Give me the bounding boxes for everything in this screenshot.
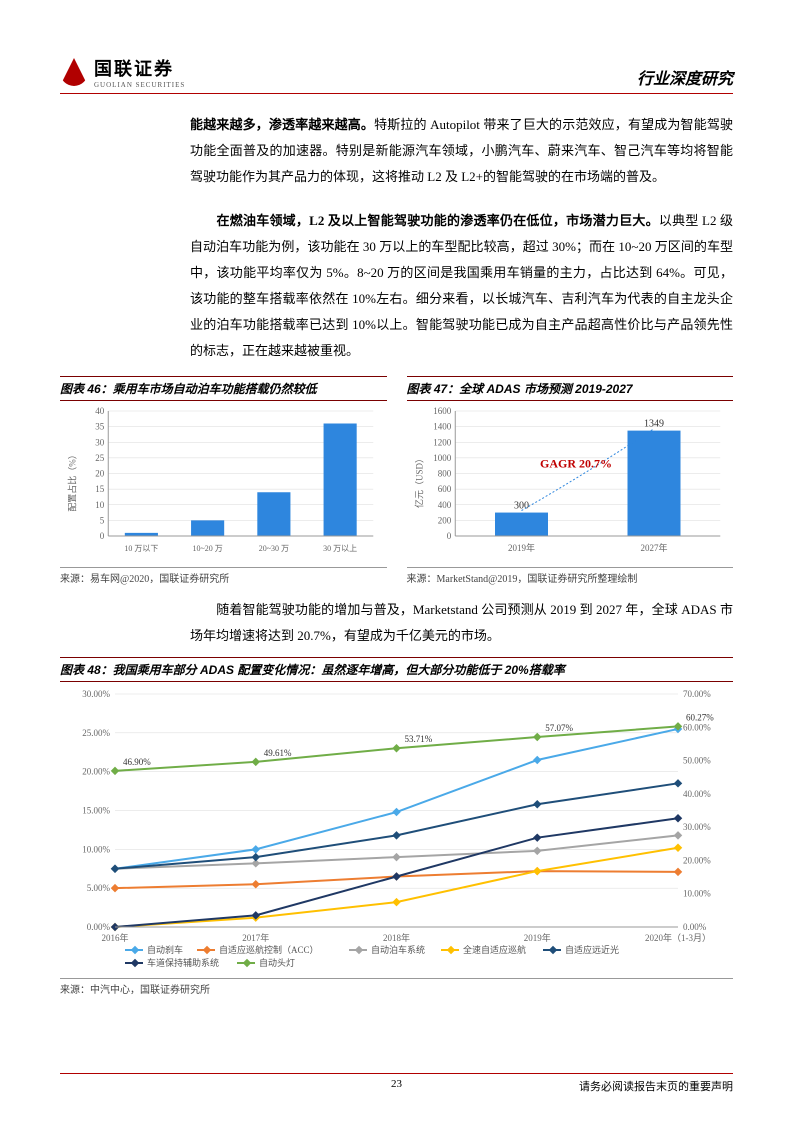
svg-text:自适应远近光: 自适应远近光 xyxy=(565,944,619,955)
chart-48-source: 来源：中汽中心，国联证券研究所 xyxy=(60,978,733,996)
svg-text:1349: 1349 xyxy=(644,419,664,430)
chart-47-svg: 0 200 400 600 800 1000 1200 1400 1600 亿元（USD） 300 2… xyxy=(407,401,734,561)
chart-47-source: 来源：MarketStand@2019，国联证券研究所整理绘制 xyxy=(407,567,734,585)
svg-text:15: 15 xyxy=(95,484,105,494)
svg-text:20~30 万: 20~30 万 xyxy=(259,544,289,553)
svg-text:10.00%: 10.00% xyxy=(82,844,110,854)
svg-text:20.00%: 20.00% xyxy=(683,855,711,865)
p2-body: 以典型 L2 级自动泊车功能为例，该功能在 30 万以上的车型配比较高，超过 3… xyxy=(190,213,733,358)
svg-text:2019年: 2019年 xyxy=(507,542,534,553)
header-title: 行业深度研究 xyxy=(637,65,733,89)
svg-text:自动泊车系统: 自动泊车系统 xyxy=(371,944,425,955)
svg-text:57.07%: 57.07% xyxy=(545,723,573,733)
svg-text:20.00%: 20.00% xyxy=(82,767,110,777)
svg-text:60.27%: 60.27% xyxy=(686,712,714,722)
svg-text:200: 200 xyxy=(437,515,451,525)
svg-text:0: 0 xyxy=(446,531,451,541)
svg-text:0.00%: 0.00% xyxy=(87,922,111,932)
svg-text:46.90%: 46.90% xyxy=(123,757,151,767)
svg-text:50.00%: 50.00% xyxy=(683,756,711,766)
svg-text:1400: 1400 xyxy=(433,422,452,432)
chart-46: 图表 46：乘用车市场自动泊车功能搭载仍然较低 0 5 10 15 20 25 30 35 40… xyxy=(60,376,387,585)
chart-48-title: 图表 48：我国乘用车部分 ADAS 配置变化情况：虽然逐年增高，但大部分功能低… xyxy=(60,658,733,682)
p3-body: 随着智能驾驶功能的增加与普及，Marketstand 公司预测从 2019 到 … xyxy=(190,602,733,643)
svg-text:40.00%: 40.00% xyxy=(683,789,711,799)
chart-48-svg: 0.00% 5.00% 10.00% 15.00% 20.00% 25.00% 30.00%… xyxy=(60,682,733,972)
page-header: 国联证券 GUOLIAN SECURITIES 行业深度研究 xyxy=(60,55,733,94)
svg-text:60.00%: 60.00% xyxy=(683,722,711,732)
svg-text:600: 600 xyxy=(437,484,451,494)
paragraph-1: 能越来越多，渗透率越来越高。特斯拉的 Autopilot 带来了巨大的示范效应，… xyxy=(190,112,733,190)
svg-text:30.00%: 30.00% xyxy=(82,689,110,699)
svg-text:2019年: 2019年 xyxy=(524,932,551,943)
svg-text:10.00%: 10.00% xyxy=(683,889,711,899)
svg-text:5.00%: 5.00% xyxy=(87,883,111,893)
svg-text:亿元（USD）: 亿元（USD） xyxy=(413,454,424,508)
svg-text:800: 800 xyxy=(437,469,451,479)
page-number: 23 xyxy=(391,1078,402,1090)
logo: 国联证券 GUOLIAN SECURITIES xyxy=(60,55,185,89)
p1-lead: 能越来越多，渗透率越来越高。 xyxy=(190,117,374,132)
svg-text:1600: 1600 xyxy=(433,406,452,416)
svg-text:300: 300 xyxy=(514,501,529,512)
svg-text:25.00%: 25.00% xyxy=(82,728,110,738)
svg-text:2018年: 2018年 xyxy=(383,932,410,943)
svg-text:53.71%: 53.71% xyxy=(405,734,433,744)
svg-text:0: 0 xyxy=(100,531,105,541)
svg-text:自动刹车: 自动刹车 xyxy=(147,944,183,955)
chart-47: 图表 47：全球 ADAS 市场预测 2019-2027 0 200 400 600 8… xyxy=(407,376,734,585)
logo-cn: 国联证券 xyxy=(94,55,185,81)
svg-text:配置占比（%）: 配置占比（%） xyxy=(66,450,77,512)
svg-text:2017年: 2017年 xyxy=(242,932,269,943)
chart-47-title: 图表 47：全球 ADAS 市场预测 2019-2027 xyxy=(407,377,734,401)
svg-text:车道保持辅助系统: 车道保持辅助系统 xyxy=(147,957,219,968)
svg-text:49.61%: 49.61% xyxy=(264,748,292,758)
svg-text:400: 400 xyxy=(437,500,451,510)
svg-text:35: 35 xyxy=(95,422,105,432)
chart-46-source: 来源：易车网@2020，国联证券研究所 xyxy=(60,567,387,585)
chart-48: 图表 48：我国乘用车部分 ADAS 配置变化情况：虽然逐年增高，但大部分功能低… xyxy=(60,657,733,996)
svg-text:2020年（1-3月）: 2020年（1-3月） xyxy=(645,932,711,943)
svg-text:30.00%: 30.00% xyxy=(683,822,711,832)
svg-text:15.00%: 15.00% xyxy=(82,806,110,816)
page-footer: 23 请务必阅读报告末页的重要声明 xyxy=(60,1073,733,1094)
svg-text:2027年: 2027年 xyxy=(640,542,667,553)
logo-icon xyxy=(60,58,88,86)
svg-text:25: 25 xyxy=(95,453,105,463)
svg-text:70.00%: 70.00% xyxy=(683,689,711,699)
footer-disclaimer: 请务必阅读报告末页的重要声明 xyxy=(579,1078,733,1094)
svg-text:10~20 万: 10~20 万 xyxy=(192,544,222,553)
svg-text:40: 40 xyxy=(95,406,105,416)
svg-text:2016年: 2016年 xyxy=(101,932,128,943)
p2-lead: 在燃油车领域，L2 及以上智能驾驶功能的渗透率仍在低位，市场潜力巨大。 xyxy=(216,213,658,228)
svg-text:GAGR 20.7%: GAGR 20.7% xyxy=(540,456,612,470)
svg-text:30 万以上: 30 万以上 xyxy=(323,544,357,553)
chart-46-svg: 0 5 10 15 20 25 30 35 40 配置占比（%） 10 万以下 10~20 万 20~3… xyxy=(60,401,387,561)
svg-text:1000: 1000 xyxy=(433,453,452,463)
svg-text:自适应巡航控制（ACC）: 自适应巡航控制（ACC） xyxy=(219,944,319,955)
paragraph-2: 在燃油车领域，L2 及以上智能驾驶功能的渗透率仍在低位，市场潜力巨大。以典型 L… xyxy=(190,208,733,364)
svg-text:5: 5 xyxy=(100,515,105,525)
svg-text:1200: 1200 xyxy=(433,437,452,447)
svg-text:全速自适应巡航: 全速自适应巡航 xyxy=(463,944,526,955)
svg-text:20: 20 xyxy=(95,469,105,479)
svg-text:10 万以下: 10 万以下 xyxy=(124,544,158,553)
svg-text:0.00%: 0.00% xyxy=(683,922,707,932)
paragraph-3: 随着智能驾驶功能的增加与普及，Marketstand 公司预测从 2019 到 … xyxy=(190,597,733,649)
svg-text:自动头灯: 自动头灯 xyxy=(259,957,295,968)
logo-en: GUOLIAN SECURITIES xyxy=(94,81,185,89)
svg-text:10: 10 xyxy=(95,500,105,510)
svg-text:30: 30 xyxy=(95,437,105,447)
chart-46-title: 图表 46：乘用车市场自动泊车功能搭载仍然较低 xyxy=(60,377,387,401)
